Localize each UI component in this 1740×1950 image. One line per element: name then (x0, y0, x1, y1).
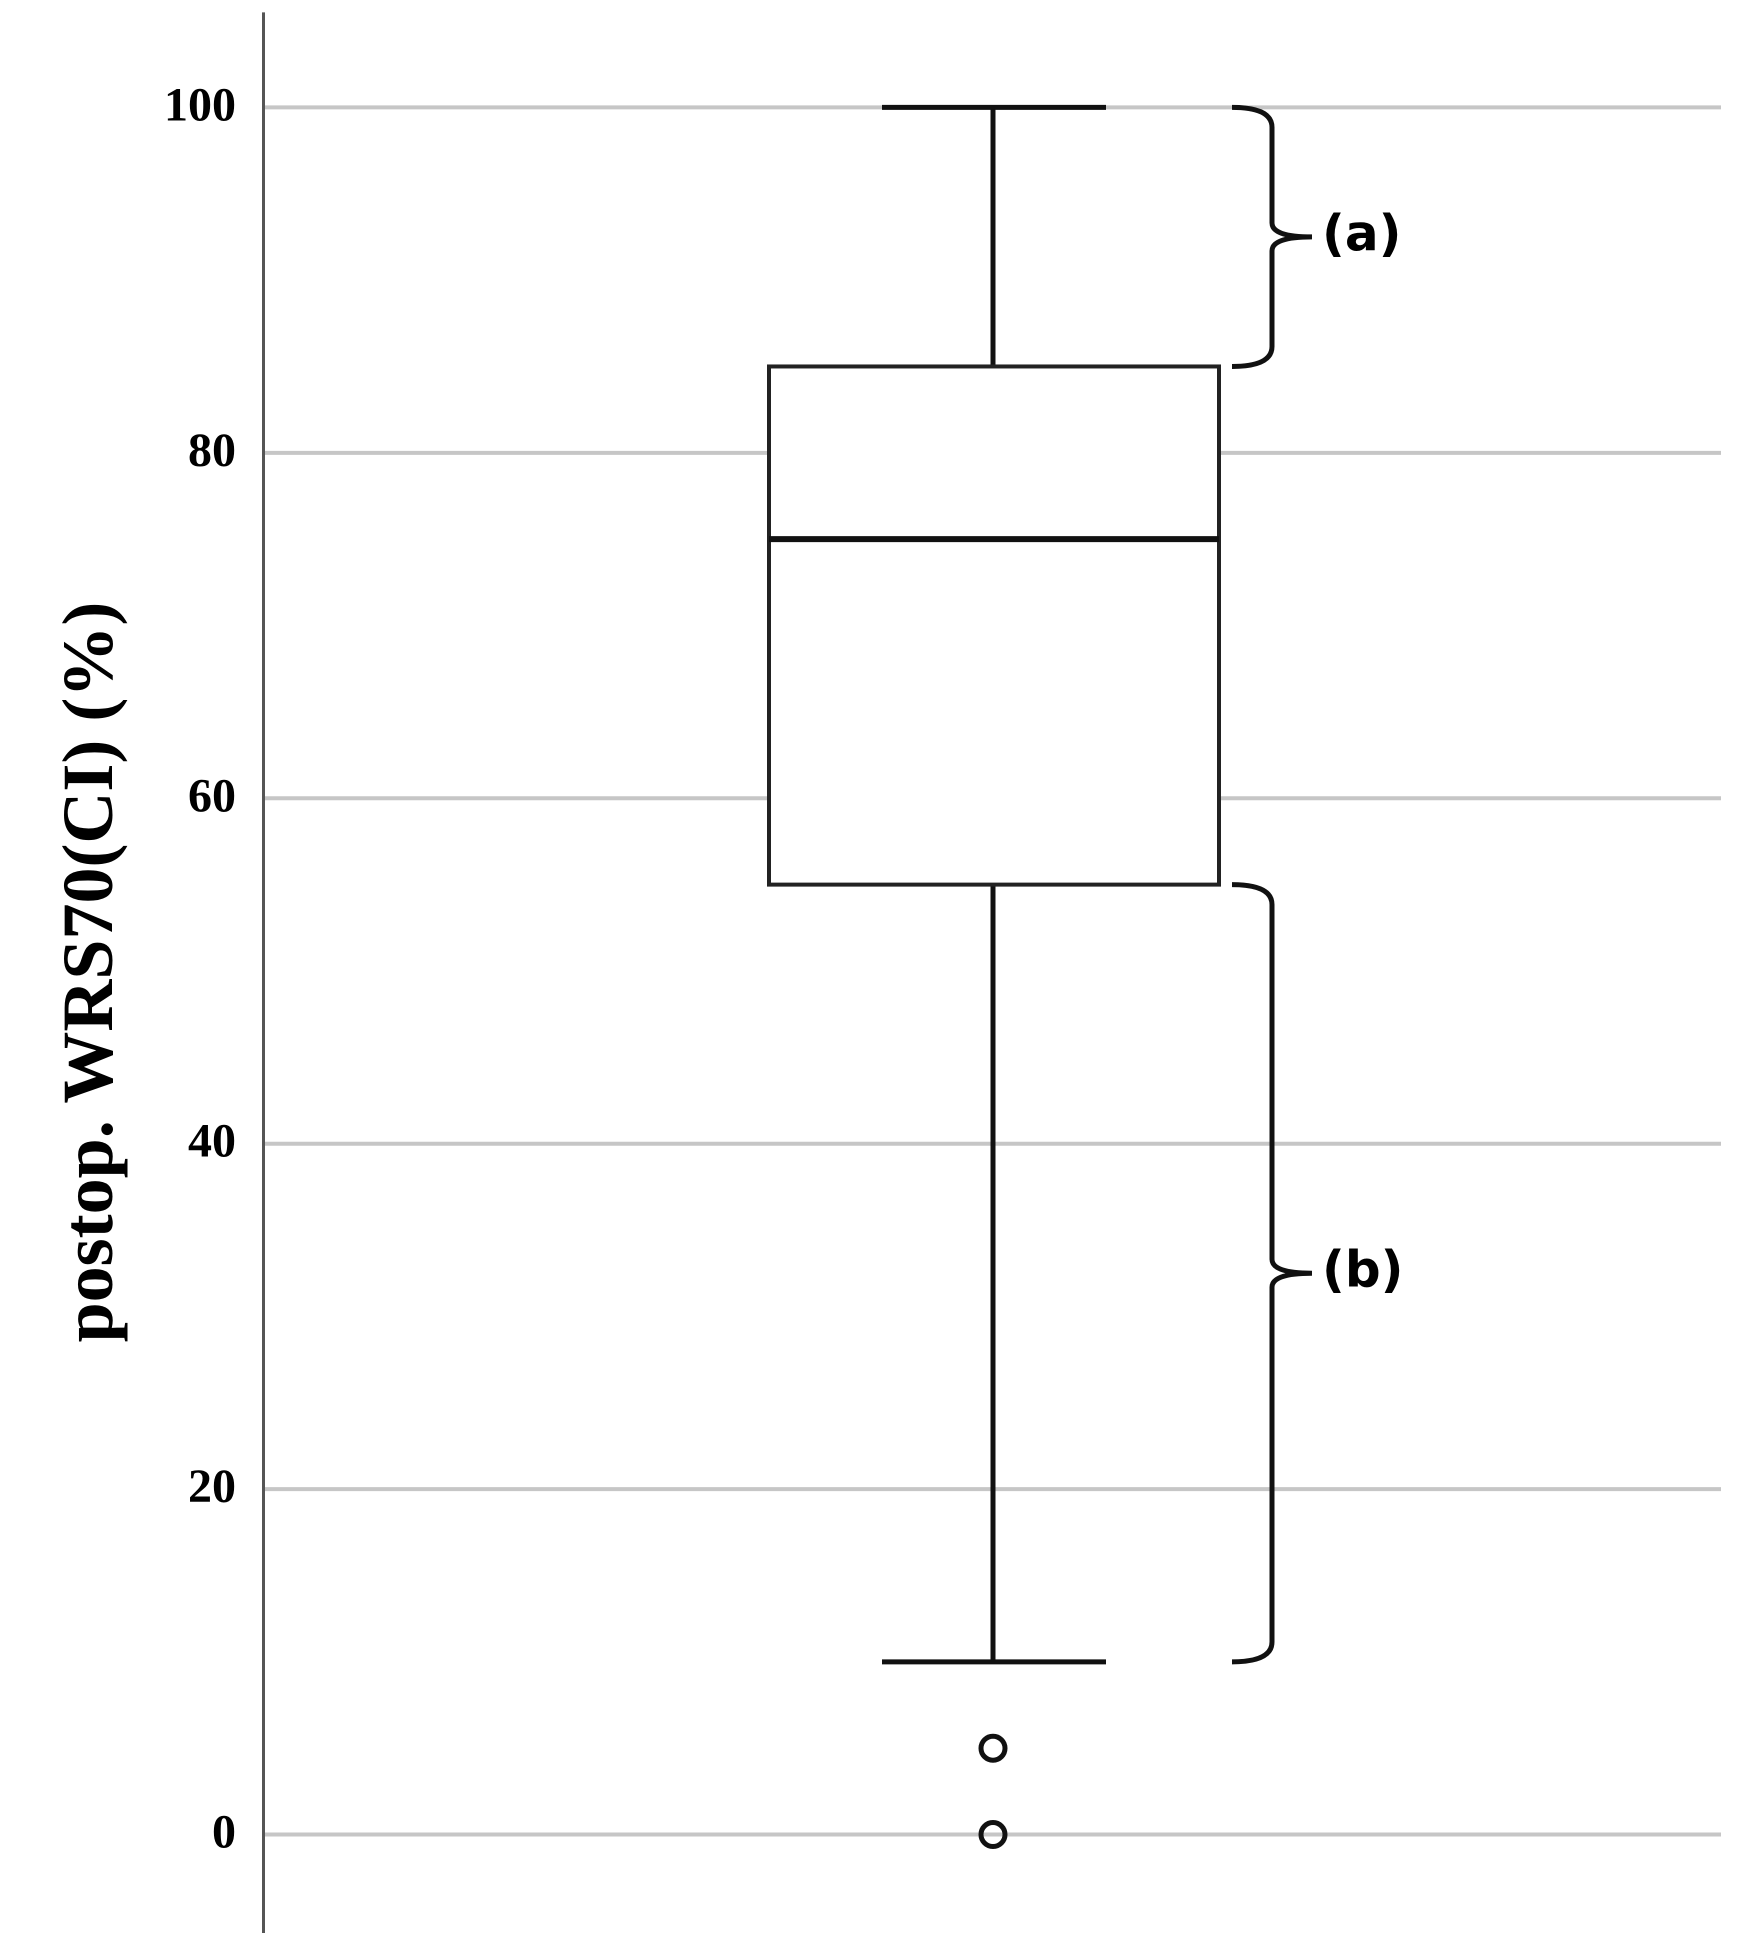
annotation: (b) (1322, 1241, 1404, 1299)
y-tick-label: 60 (188, 769, 236, 822)
y-tick-label: 0 (212, 1806, 236, 1859)
brace (1231, 104, 1313, 369)
outlier (978, 1820, 1008, 1850)
y-axis-label: postop. WRS70(CI) (%) (48, 602, 128, 1343)
y-tick-label: 80 (188, 424, 236, 477)
brace (1231, 882, 1313, 1665)
y-tick-label: 100 (164, 78, 236, 131)
y-tick-label: 40 (188, 1115, 236, 1168)
annotation: (a) (1322, 204, 1401, 262)
box (767, 364, 1221, 887)
outlier (978, 1733, 1008, 1763)
y-tick-label: 20 (188, 1460, 236, 1513)
